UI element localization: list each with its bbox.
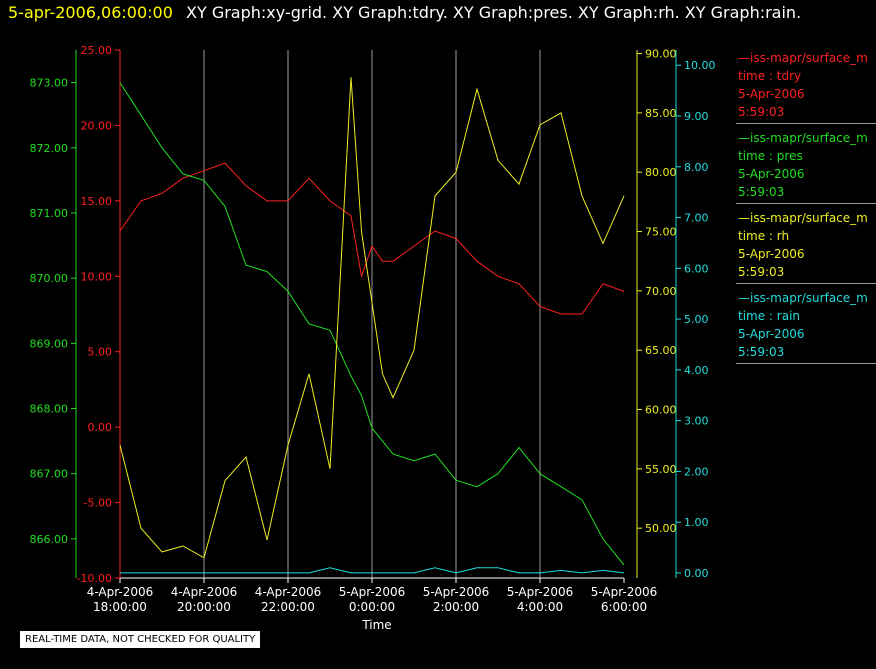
x-tick-date: 5-Apr-2006 — [339, 585, 406, 599]
graph-titles: XY Graph:xy-grid. XY Graph:tdry. XY Grap… — [186, 3, 802, 22]
legend-date: 5-Apr-2006 — [738, 87, 805, 101]
rh-tick-label: 75.00 — [645, 226, 677, 239]
pres-tick-label: 869.00 — [30, 337, 69, 350]
pres-tick-label: 872.00 — [30, 142, 69, 155]
x-tick-time: 2:00:00 — [433, 600, 479, 614]
rh-tick-label: 90.00 — [645, 48, 677, 61]
rain-tick-label: 3.00 — [684, 415, 709, 428]
legend-date: 5-Apr-2006 — [738, 327, 805, 341]
x-axis-label: Time — [361, 618, 391, 632]
rain-tick-label: 2.00 — [684, 465, 709, 478]
legend-date: 5-Apr-2006 — [738, 167, 805, 181]
rain-tick-label: 7.00 — [684, 212, 709, 225]
rain-series-line — [120, 567, 625, 574]
rain-tick-label: 10.00 — [684, 59, 716, 72]
tdry-tick-label: 20.00 — [81, 119, 113, 132]
rh-tick-label: 50.00 — [645, 522, 677, 535]
tdry-tick-label: 0.00 — [88, 421, 113, 434]
rain-tick-label: 8.00 — [684, 161, 709, 174]
rh-tick-label: 70.00 — [645, 285, 677, 298]
x-tick-time: 18:00:00 — [93, 600, 147, 614]
rh-series-line — [119, 77, 625, 559]
x-tick-time: 4:00:00 — [517, 600, 563, 614]
legend-time: 5:59:03 — [738, 105, 785, 119]
legend-source: —iss-mapr/surface_m — [738, 51, 868, 65]
pres-tick-label: 868.00 — [30, 403, 69, 416]
pres-tick-label: 870.00 — [30, 272, 69, 285]
legend-field: time : rain — [738, 309, 801, 323]
legend-field: time : pres — [738, 149, 803, 163]
rain-tick-label: 9.00 — [684, 110, 709, 123]
rh-tick-label: 80.00 — [645, 166, 677, 179]
x-tick-time: 0:00:00 — [349, 600, 395, 614]
tdry-tick-label: -10.00 — [77, 572, 112, 585]
rain-tick-label: 6.00 — [684, 262, 709, 275]
x-tick-time: 6:00:00 — [601, 600, 647, 614]
legend: —iss-mapr/surface_m time : tdry 5-Apr-2006… — [736, 48, 876, 368]
tdry-tick-label: 15.00 — [81, 195, 113, 208]
x-tick-date: 5-Apr-2006 — [591, 585, 658, 599]
x-tick-date: 5-Apr-2006 — [423, 585, 490, 599]
legend-field: time : tdry — [738, 69, 802, 83]
tdry-tick-label: -5.00 — [84, 497, 112, 510]
pres-tick-label: 866.00 — [30, 533, 69, 546]
x-tick-date: 4-Apr-2006 — [171, 585, 238, 599]
pres-tick-label: 867.00 — [30, 468, 69, 481]
rh-tick-label: 60.00 — [645, 404, 677, 417]
quality-notice: REAL-TIME DATA, NOT CHECKED FOR QUALITY — [20, 631, 261, 648]
tdry-tick-label: 10.00 — [81, 270, 113, 283]
legend-source: —iss-mapr/surface_m — [738, 211, 868, 225]
legend-time: 5:59:03 — [738, 265, 785, 279]
x-tick-time: 20:00:00 — [177, 600, 231, 614]
rh-tick-label: 65.00 — [645, 344, 677, 357]
pres-series-line — [119, 82, 625, 566]
legend-time: 5:59:03 — [738, 185, 785, 199]
x-tick-date: 5-Apr-2006 — [507, 585, 574, 599]
pres-tick-label: 873.00 — [30, 77, 69, 90]
x-tick-time: 22:00:00 — [261, 600, 315, 614]
rain-tick-label: 0.00 — [684, 567, 709, 580]
pres-tick-label: 871.00 — [30, 207, 69, 220]
legend-source: —iss-mapr/surface_m — [738, 131, 868, 145]
rain-tick-label: 5.00 — [684, 313, 709, 326]
legend-source: —iss-mapr/surface_m — [738, 291, 868, 305]
rh-tick-label: 85.00 — [645, 107, 677, 120]
rain-tick-label: 4.00 — [684, 364, 709, 377]
legend-date: 5-Apr-2006 — [738, 247, 805, 261]
legend-field: time : rh — [738, 229, 790, 243]
x-tick-date: 4-Apr-2006 — [87, 585, 154, 599]
tdry-series-line — [119, 162, 625, 315]
chart-header: 5-apr-2006,06:00:00 XY Graph:xy-grid. XY… — [8, 3, 801, 22]
rh-tick-label: 55.00 — [645, 463, 677, 476]
tdry-tick-label: 25.00 — [81, 44, 113, 57]
legend-time: 5:59:03 — [738, 345, 785, 359]
x-tick-date: 4-Apr-2006 — [255, 585, 322, 599]
rain-tick-label: 1.00 — [684, 516, 709, 529]
tdry-tick-label: 5.00 — [88, 346, 113, 359]
timestamp: 5-apr-2006,06:00:00 — [8, 3, 173, 22]
